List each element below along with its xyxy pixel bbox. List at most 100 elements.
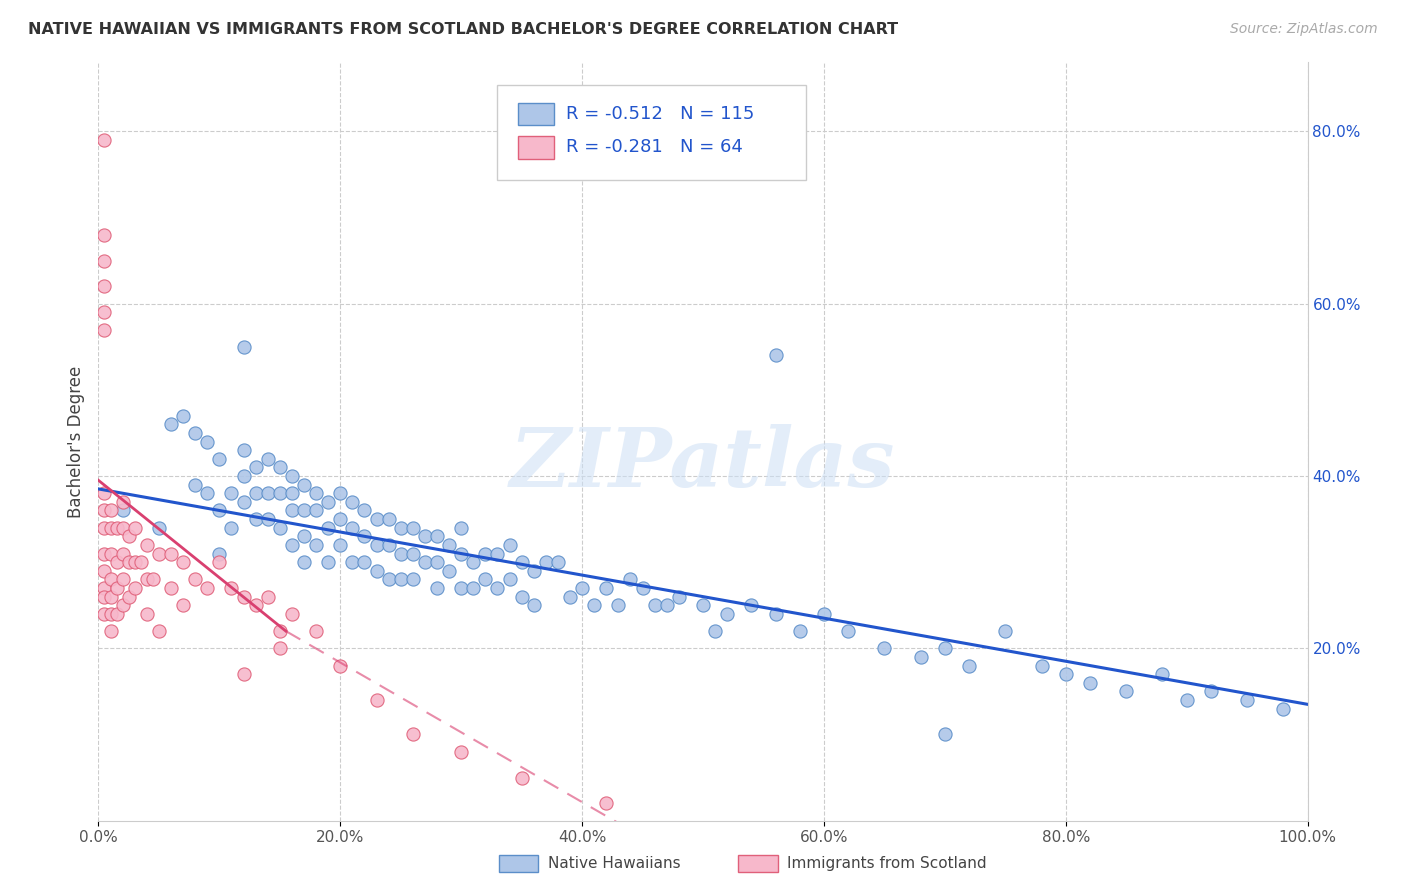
Point [232,495,254,509]
Point [426,581,449,595]
Point [1054,667,1077,681]
Point [221,486,243,500]
Point [534,555,557,569]
Point [353,529,375,543]
Y-axis label: Bachelor's Degree: Bachelor's Degree [66,366,84,517]
Point [172,555,194,569]
Point [342,521,364,535]
Point [281,607,304,621]
Point [100,573,122,587]
Point [195,434,218,449]
Point [426,555,449,569]
Point [93,607,115,621]
Point [269,521,291,535]
FancyBboxPatch shape [517,103,554,126]
Point [1236,693,1258,707]
Point [232,590,254,604]
Point [124,521,146,535]
Point [366,512,388,526]
Point [208,555,231,569]
Point [172,599,194,613]
Point [111,547,134,561]
Point [716,607,738,621]
Point [93,590,115,604]
Point [571,581,593,595]
Point [377,573,399,587]
Point [523,599,546,613]
Point [873,641,896,656]
Point [510,590,533,604]
Point [474,547,496,561]
Point [523,564,546,578]
Point [148,547,170,561]
Point [184,425,207,440]
Point [93,322,115,336]
Point [329,658,352,673]
Text: Native Hawaiians: Native Hawaiians [548,856,681,871]
Point [1152,667,1174,681]
Point [93,133,115,147]
Point [118,590,141,604]
Point [413,529,436,543]
Point [583,599,606,613]
Point [389,573,412,587]
Point [934,727,956,741]
Point [437,564,460,578]
Point [305,503,328,517]
Point [463,581,485,595]
Point [704,624,727,639]
Point [281,469,304,483]
Point [413,555,436,569]
Point [789,624,811,639]
Point [595,797,617,811]
Point [305,624,328,639]
Point [111,503,134,517]
Point [221,581,243,595]
Point [245,599,267,613]
Point [256,486,278,500]
Point [607,599,630,613]
Point [329,486,352,500]
Point [160,581,183,595]
Point [93,581,115,595]
Point [366,564,388,578]
Point [402,547,425,561]
Point [269,624,291,639]
Point [281,538,304,552]
Point [232,443,254,458]
Point [93,503,115,517]
Point [100,590,122,604]
Point [910,649,932,664]
Point [269,486,291,500]
Point [100,503,122,517]
Point [329,538,352,552]
Point [118,555,141,569]
Point [208,547,231,561]
Point [105,581,128,595]
Point [269,641,291,656]
Point [389,521,412,535]
Point [329,512,352,526]
Point [437,538,460,552]
Point [644,599,666,613]
Point [486,581,509,595]
Point [474,573,496,587]
Point [195,581,218,595]
Point [208,451,231,466]
Point [292,477,315,491]
Point [595,581,617,595]
Point [837,624,859,639]
Point [1115,684,1137,698]
Point [111,495,134,509]
Point [353,555,375,569]
Point [450,581,472,595]
Point [450,745,472,759]
Point [426,529,449,543]
Point [631,581,654,595]
Point [232,340,254,354]
Text: R = -0.281   N = 64: R = -0.281 N = 64 [567,138,744,156]
Point [692,599,714,613]
Point [402,573,425,587]
Point [765,607,787,621]
Point [450,547,472,561]
